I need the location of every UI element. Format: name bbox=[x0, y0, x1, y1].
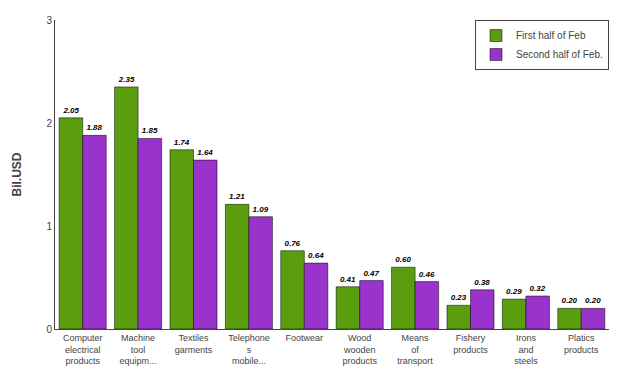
svg-text:2.35: 2.35 bbox=[118, 75, 135, 84]
svg-text:0.76: 0.76 bbox=[284, 239, 300, 248]
svg-text:0.38: 0.38 bbox=[474, 278, 490, 287]
svg-text:Meansoftransport: Meansoftransport bbox=[397, 333, 433, 366]
svg-text:1.64: 1.64 bbox=[197, 148, 213, 157]
svg-text:1.21: 1.21 bbox=[229, 192, 245, 201]
svg-text:Machinetoolequipm...: Machinetoolequipm... bbox=[120, 333, 157, 366]
svg-text:Textilesgarments: Textilesgarments bbox=[175, 333, 213, 355]
svg-text:1.09: 1.09 bbox=[253, 205, 269, 214]
svg-text:3: 3 bbox=[46, 15, 52, 26]
svg-text:2.05: 2.05 bbox=[62, 106, 79, 115]
svg-text:0.20: 0.20 bbox=[585, 296, 601, 305]
svg-text:Footwear: Footwear bbox=[286, 333, 324, 343]
svg-text:0.41: 0.41 bbox=[340, 275, 356, 284]
svg-text:0: 0 bbox=[46, 324, 52, 335]
svg-text:0.23: 0.23 bbox=[451, 293, 467, 302]
svg-text:0.32: 0.32 bbox=[530, 284, 546, 293]
svg-text:Woodwoodenproducts: Woodwoodenproducts bbox=[342, 333, 377, 366]
svg-text:1: 1 bbox=[46, 221, 52, 232]
svg-text:0.20: 0.20 bbox=[561, 296, 577, 305]
svg-text:1.85: 1.85 bbox=[142, 126, 158, 135]
svg-text:1.88: 1.88 bbox=[86, 123, 102, 132]
svg-text:0.47: 0.47 bbox=[363, 269, 379, 278]
svg-text:Platicsproducts: Platicsproducts bbox=[564, 333, 599, 355]
svg-text:Ironsandsteels: Ironsandsteels bbox=[514, 333, 538, 366]
svg-text:Telephonesmobile...: Telephonesmobile... bbox=[228, 333, 270, 366]
svg-text:0.64: 0.64 bbox=[308, 251, 324, 260]
svg-text:0.46: 0.46 bbox=[419, 270, 435, 279]
svg-text:1.74: 1.74 bbox=[174, 138, 190, 147]
svg-text:Computerelectricalproducts: Computerelectricalproducts bbox=[63, 333, 103, 366]
svg-text:Fisheryproducts: Fisheryproducts bbox=[453, 333, 488, 355]
svg-text:Second half of Feb.: Second half of Feb. bbox=[516, 49, 603, 60]
svg-text:2: 2 bbox=[46, 118, 52, 129]
svg-text:First half of Feb: First half of Feb bbox=[516, 30, 586, 41]
svg-text:0.60: 0.60 bbox=[395, 255, 411, 264]
svg-text:0.29: 0.29 bbox=[506, 287, 522, 296]
svg-text:Bil.USD: Bil.USD bbox=[10, 152, 24, 196]
